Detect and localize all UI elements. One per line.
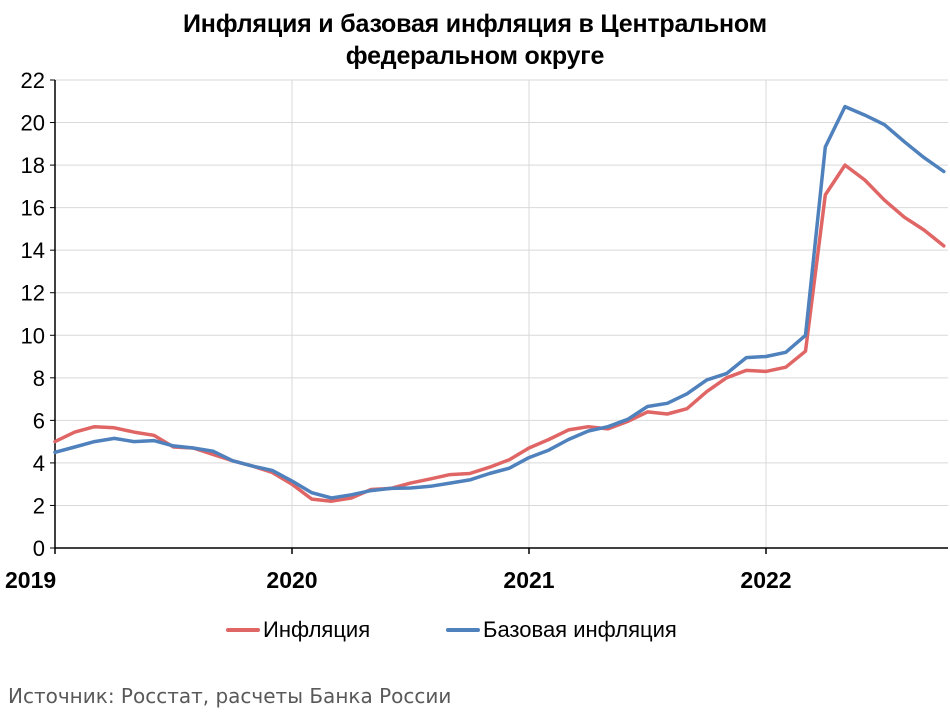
y-axis-tick-labels: 0 2 4 6 8 10 12 14 16 18 20 22	[21, 68, 45, 561]
chart-title: Инфляция и базовая инфляция в Центрально…	[0, 8, 950, 72]
legend-label-inflation: Инфляция	[263, 617, 371, 642]
y-tick-label: 14	[21, 238, 45, 263]
x-tick-label: 2022	[740, 567, 791, 593]
chart-title-line-2: федеральном округе	[345, 42, 605, 70]
series-lines	[53, 104, 946, 503]
source-note: Источник: Росстат, расчеты Банка России	[8, 684, 452, 708]
chart-title-line-1: Инфляция и базовая инфляция в Центрально…	[183, 10, 767, 38]
x-axis-tick-labels: 2019 2020 2021 2022	[5, 567, 792, 593]
y-tick-label: 20	[21, 111, 45, 136]
y-tick-label: 6	[33, 408, 45, 433]
x-tick-label: 2021	[503, 567, 554, 593]
y-tick-label: 12	[21, 281, 45, 306]
y-tick-label: 16	[21, 196, 45, 221]
x-tick-label: 2020	[266, 567, 317, 593]
legend-swatch-inflation	[226, 628, 260, 632]
y-tick-label: 4	[33, 451, 45, 476]
grid-lines	[55, 79, 948, 548]
series-line-core-inflation	[53, 104, 946, 500]
series-line-inflation	[53, 163, 946, 503]
legend-label-core-inflation: Базовая инфляция	[483, 617, 677, 642]
y-tick-label: 22	[21, 68, 45, 93]
y-tick-label: 10	[21, 323, 45, 348]
y-tick-label: 0	[33, 536, 45, 561]
y-tick-label: 18	[21, 153, 45, 178]
x-tick-label: 2019	[5, 567, 56, 593]
legend: Инфляция Базовая инфляция	[0, 613, 950, 647]
legend-item-inflation: Инфляция	[226, 613, 370, 647]
legend-item-core-inflation: Базовая инфляция	[446, 613, 677, 647]
legend-swatch-core-inflation	[446, 628, 480, 632]
y-tick-label: 2	[33, 493, 45, 518]
axes	[50, 79, 948, 554]
y-tick-label: 8	[33, 366, 45, 391]
